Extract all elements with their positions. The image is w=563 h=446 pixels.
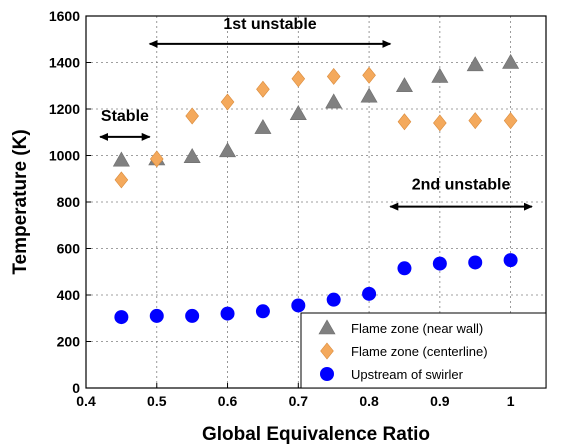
y-tick-label: 600 <box>57 241 81 257</box>
x-axis-label: Global Equivalence Ratio <box>202 424 430 445</box>
data-point <box>362 286 377 301</box>
data-point <box>432 256 447 271</box>
data-point <box>397 261 412 276</box>
annotation-label: 1st unstable <box>223 16 316 33</box>
y-tick-label: 1000 <box>49 148 80 164</box>
data-point <box>291 70 306 88</box>
series-triangle <box>112 53 520 167</box>
annotations: Stable 1st unstable 2nd unstable <box>99 16 533 211</box>
data-point <box>185 107 199 125</box>
y-tick-label: 0 <box>72 380 80 396</box>
x-tick-label: 0.4 <box>76 393 96 409</box>
data-point <box>433 114 447 132</box>
data-marks <box>112 53 520 325</box>
y-tick-label: 400 <box>57 287 81 303</box>
data-point <box>431 67 449 83</box>
legend-marker <box>318 319 336 335</box>
data-point <box>220 93 235 111</box>
data-point <box>185 308 200 323</box>
x-tick-label: 0.9 <box>430 393 450 409</box>
legend-label: Flame zone (centerline) <box>351 344 488 359</box>
x-tick-label: 0.6 <box>218 393 238 409</box>
data-point <box>362 66 376 84</box>
data-point <box>502 53 520 69</box>
data-point <box>468 255 483 270</box>
data-point <box>254 118 272 134</box>
data-point <box>220 306 235 321</box>
y-tick-label: 1400 <box>49 55 80 71</box>
legend-label: Flame zone (near wall) <box>351 321 483 336</box>
data-point <box>326 292 341 307</box>
legend-marker <box>320 367 334 381</box>
x-tick-label: 0.5 <box>147 393 167 409</box>
data-point <box>183 148 201 163</box>
data-point <box>114 310 129 325</box>
data-point <box>149 150 164 168</box>
data-point <box>256 80 270 98</box>
y-tick-label: 200 <box>57 334 81 350</box>
x-tick-label: 0.8 <box>359 393 379 409</box>
data-point <box>149 308 164 323</box>
data-point <box>503 253 518 268</box>
data-point <box>360 87 378 103</box>
data-point <box>397 113 412 131</box>
data-point <box>289 105 307 120</box>
legend-label: Upstream of swirler <box>351 367 464 382</box>
data-point <box>255 304 270 319</box>
data-point <box>466 56 484 72</box>
x-tick-label: 1 <box>507 393 515 409</box>
data-point <box>395 77 413 93</box>
legend: Flame zone (near wall) Flame zone (center… <box>300 312 547 389</box>
annotation-label: Stable <box>101 108 149 125</box>
legend-box <box>300 312 547 389</box>
data-point <box>325 93 343 109</box>
y-tick-label: 800 <box>57 194 81 210</box>
y-tick-label: 1600 <box>49 8 80 24</box>
data-point <box>114 171 129 189</box>
series-diamond <box>114 66 518 189</box>
x-tick-label: 0.7 <box>289 393 309 409</box>
data-point <box>326 67 341 85</box>
y-axis-label: Temperature (K) <box>10 129 31 274</box>
data-point <box>468 112 483 130</box>
y-tick-label: 1200 <box>49 101 80 117</box>
data-point <box>503 112 518 130</box>
legend-marker <box>320 342 334 360</box>
series-circle <box>114 253 518 325</box>
annotation-label: 2nd unstable <box>412 176 511 193</box>
data-point <box>291 298 306 313</box>
data-point <box>112 151 130 167</box>
data-point <box>219 142 237 158</box>
